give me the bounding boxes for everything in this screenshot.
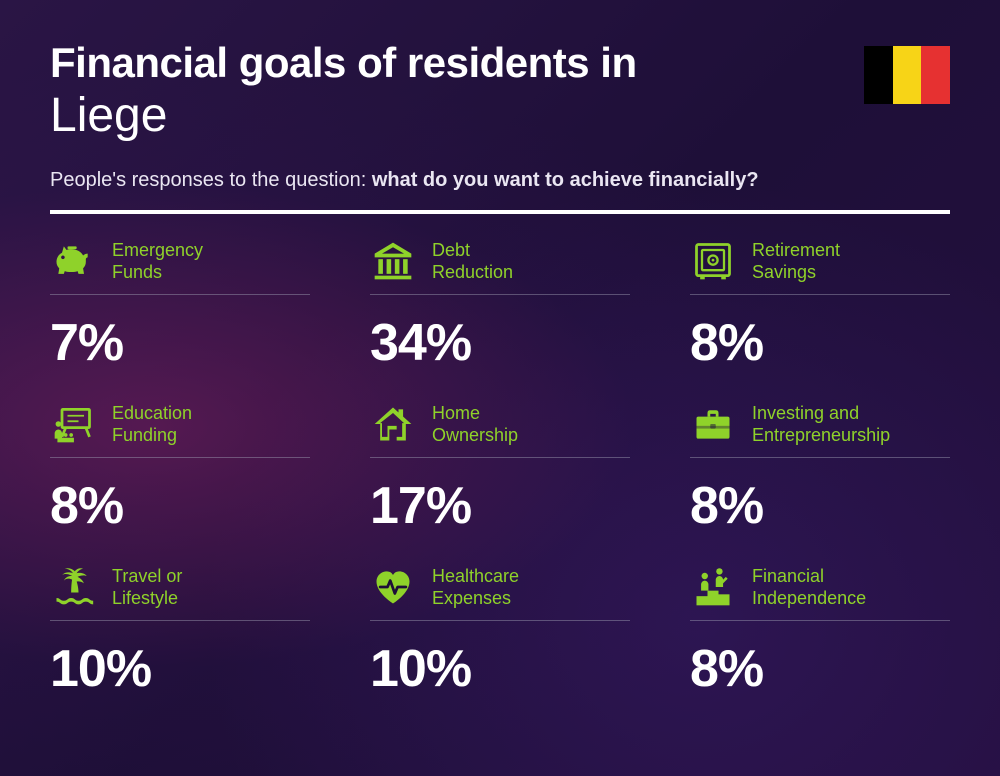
card-head: Emergency Funds [50, 238, 310, 295]
card-value: 17% [370, 476, 630, 536]
card-value: 10% [50, 639, 310, 699]
header: Financial goals of residents in Liege [50, 40, 950, 143]
stats-grid: Emergency Funds 7% Debt Reduction 34% Re… [50, 238, 950, 699]
card-label-line1: Investing and [752, 403, 859, 423]
card-label-line2: Funding [112, 425, 177, 445]
card-head: Financial Independence [690, 564, 950, 621]
card-value: 8% [50, 476, 310, 536]
stat-card: Education Funding 8% [50, 401, 310, 536]
flag-stripe-3 [921, 46, 950, 104]
title-block: Financial goals of residents in Liege [50, 40, 637, 143]
card-label-line1: Healthcare [432, 566, 519, 586]
stat-card: Emergency Funds 7% [50, 238, 310, 373]
card-value: 8% [690, 639, 950, 699]
card-label-line2: Independence [752, 588, 866, 608]
card-label-line2: Funds [112, 262, 162, 282]
stat-card: Travel or Lifestyle 10% [50, 564, 310, 699]
card-label-line1: Financial [752, 566, 824, 586]
card-head: Investing and Entrepreneurship [690, 401, 950, 458]
subtitle: People's responses to the question: what… [50, 169, 950, 192]
heart-icon [370, 564, 416, 610]
podium-icon [690, 564, 736, 610]
card-label: Education Funding [112, 402, 192, 447]
belgium-flag-icon [864, 46, 950, 104]
card-label-line1: Education [112, 403, 192, 423]
piggy-icon [50, 238, 96, 284]
card-label: Home Ownership [432, 402, 518, 447]
island-icon [50, 564, 96, 610]
card-label: Investing and Entrepreneurship [752, 402, 890, 447]
card-label-line2: Ownership [432, 425, 518, 445]
title-location: Liege [50, 88, 637, 143]
card-label-line1: Retirement [752, 240, 840, 260]
stat-card: Investing and Entrepreneurship 8% [690, 401, 950, 536]
card-label-line2: Savings [752, 262, 816, 282]
card-label-line1: Emergency [112, 240, 203, 260]
card-label: Retirement Savings [752, 239, 840, 284]
card-value: 7% [50, 313, 310, 373]
card-label: Travel or Lifestyle [112, 565, 182, 610]
card-head: Education Funding [50, 401, 310, 458]
card-value: 8% [690, 476, 950, 536]
card-label-line1: Travel or [112, 566, 182, 586]
card-label: Emergency Funds [112, 239, 203, 284]
card-head: Home Ownership [370, 401, 630, 458]
card-label: Healthcare Expenses [432, 565, 519, 610]
house-icon [370, 401, 416, 447]
card-label-line2: Expenses [432, 588, 511, 608]
flag-stripe-2 [893, 46, 922, 104]
card-head: Debt Reduction [370, 238, 630, 295]
card-label-line1: Debt [432, 240, 470, 260]
card-head: Travel or Lifestyle [50, 564, 310, 621]
stat-card: Financial Independence 8% [690, 564, 950, 699]
stat-card: Retirement Savings 8% [690, 238, 950, 373]
stat-card: Debt Reduction 34% [370, 238, 630, 373]
card-label-line2: Entrepreneurship [752, 425, 890, 445]
card-value: 10% [370, 639, 630, 699]
card-label-line2: Lifestyle [112, 588, 178, 608]
subtitle-bold: what do you want to achieve financially? [372, 169, 759, 191]
card-label: Financial Independence [752, 565, 866, 610]
card-value: 34% [370, 313, 630, 373]
bank-icon [370, 238, 416, 284]
divider [50, 210, 950, 214]
card-head: Retirement Savings [690, 238, 950, 295]
safe-icon [690, 238, 736, 284]
subtitle-lead: People's responses to the question: [50, 169, 372, 191]
card-label: Debt Reduction [432, 239, 513, 284]
stat-card: Healthcare Expenses 10% [370, 564, 630, 699]
card-label-line1: Home [432, 403, 480, 423]
card-head: Healthcare Expenses [370, 564, 630, 621]
stat-card: Home Ownership 17% [370, 401, 630, 536]
briefcase-icon [690, 401, 736, 447]
flag-stripe-1 [864, 46, 893, 104]
card-value: 8% [690, 313, 950, 373]
title-prefix: Financial goals of residents in [50, 40, 637, 86]
education-icon [50, 401, 96, 447]
card-label-line2: Reduction [432, 262, 513, 282]
